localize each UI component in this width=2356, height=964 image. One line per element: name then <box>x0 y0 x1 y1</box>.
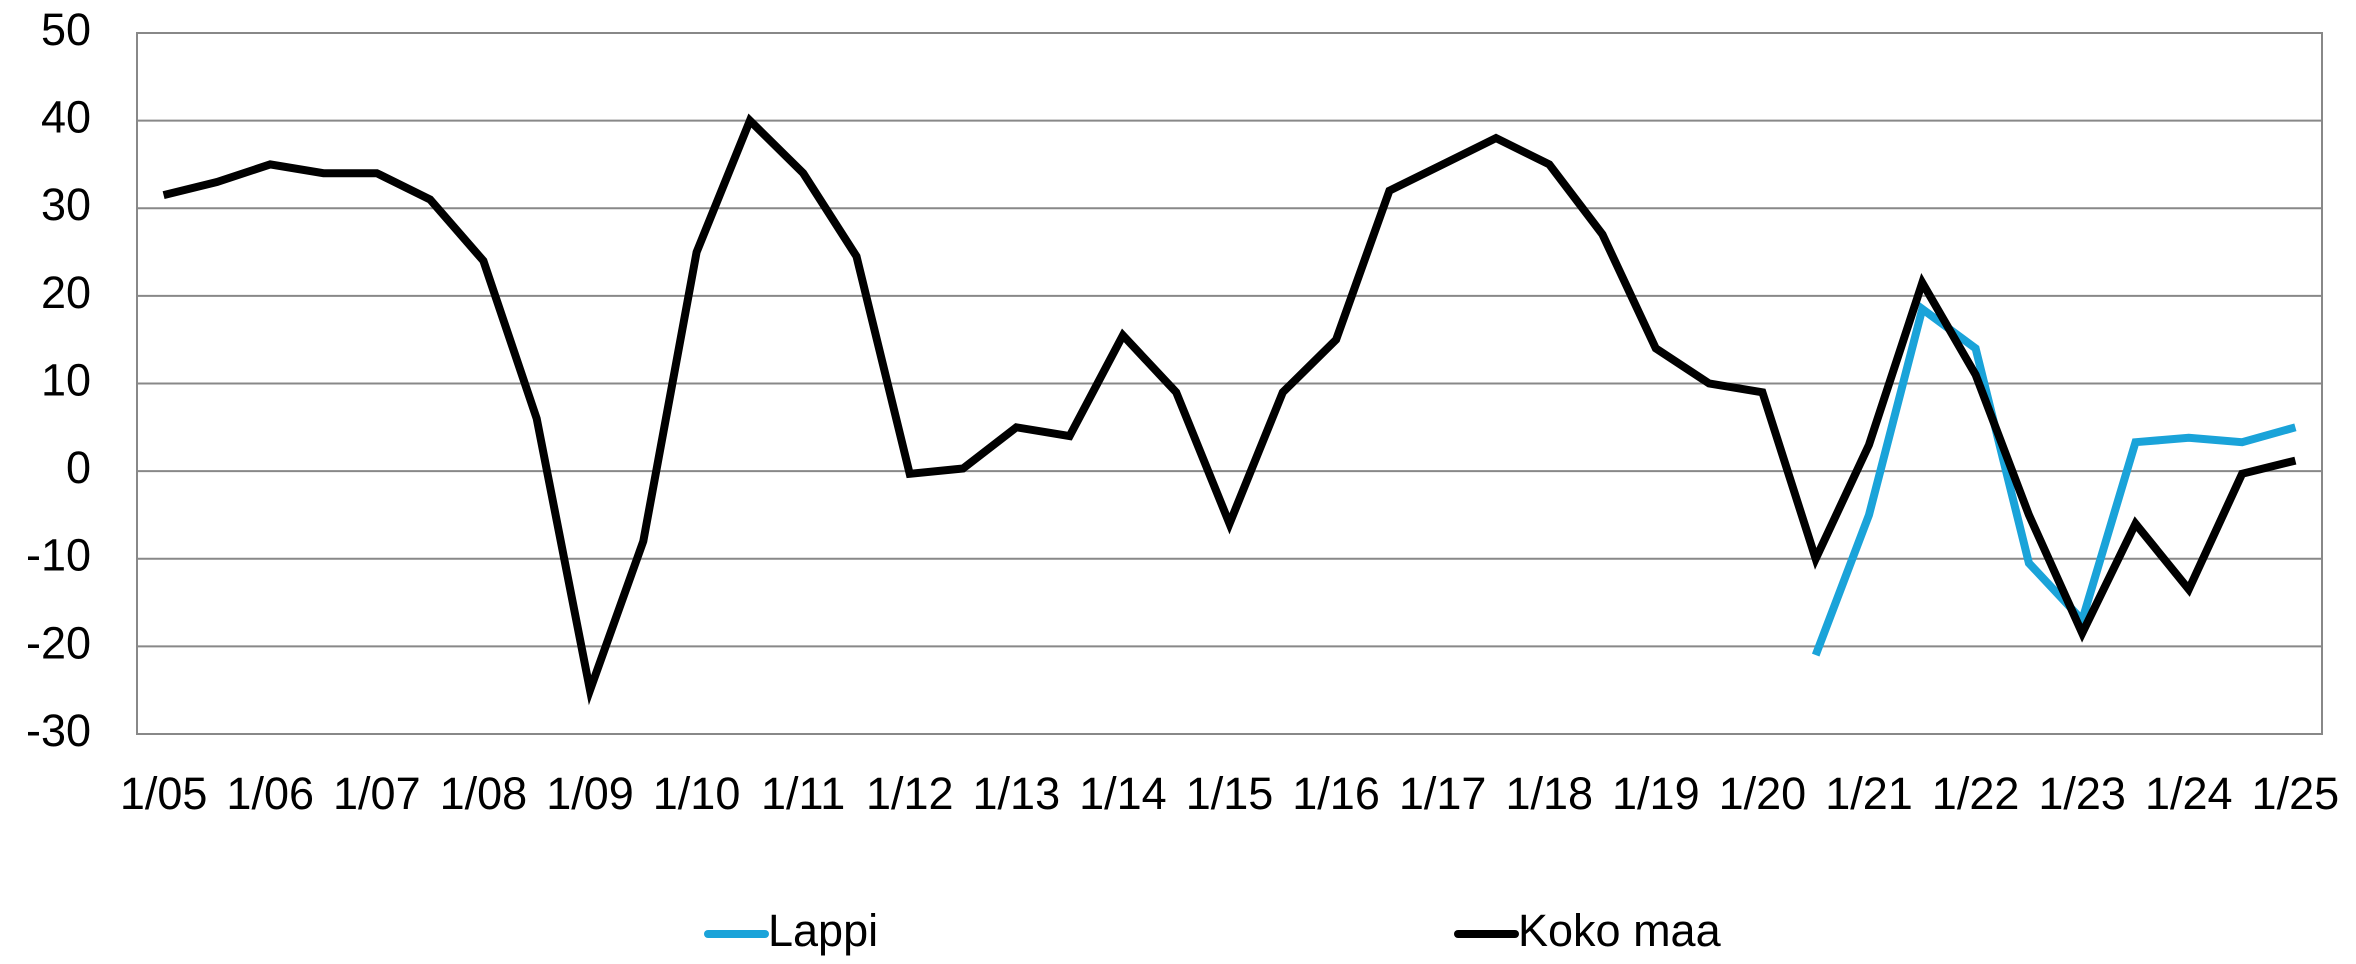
legend-label: Koko maa <box>1518 905 1722 956</box>
x-tick-label: 1/08 <box>440 768 528 819</box>
x-tick-label: 1/18 <box>1505 768 1593 819</box>
y-tick-label: -30 <box>26 705 91 756</box>
y-tick-label: 50 <box>41 4 91 55</box>
x-tick-label: 1/09 <box>546 768 634 819</box>
x-tick-label: 1/10 <box>653 768 741 819</box>
series-line <box>1811 302 2297 657</box>
x-tick-label: 1/25 <box>2252 768 2340 819</box>
y-tick-label: -20 <box>26 617 91 668</box>
y-tick-label: 30 <box>41 179 91 230</box>
x-tick-label: 1/17 <box>1399 768 1487 819</box>
x-tick-label: 1/20 <box>1719 768 1807 819</box>
x-tick-label: 1/15 <box>1186 768 1274 819</box>
y-tick-label: -10 <box>26 530 91 581</box>
y-tick-label: 20 <box>41 267 91 318</box>
y-tick-label: 40 <box>41 92 91 143</box>
x-tick-label: 1/07 <box>333 768 421 819</box>
x-tick-label: 1/12 <box>866 768 954 819</box>
x-tick-label: 1/11 <box>761 768 845 819</box>
x-tick-label: 1/14 <box>1079 768 1167 819</box>
y-tick-label: 10 <box>41 354 91 405</box>
y-tick-label: 0 <box>66 442 91 493</box>
x-tick-label: 1/19 <box>1612 768 1700 819</box>
x-tick-label: 1/22 <box>1932 768 2020 819</box>
x-tick-label: 1/05 <box>120 768 208 819</box>
x-tick-label: 1/06 <box>226 768 314 819</box>
x-tick-label: 1/13 <box>973 768 1061 819</box>
series-line <box>162 113 2297 706</box>
x-tick-label: 1/24 <box>2145 768 2233 819</box>
x-tick-label: 1/21 <box>1825 768 1913 819</box>
x-tick-label: 1/23 <box>2038 768 2126 819</box>
x-tick-label: 1/16 <box>1292 768 1380 819</box>
legend-label: Lappi <box>768 905 878 956</box>
